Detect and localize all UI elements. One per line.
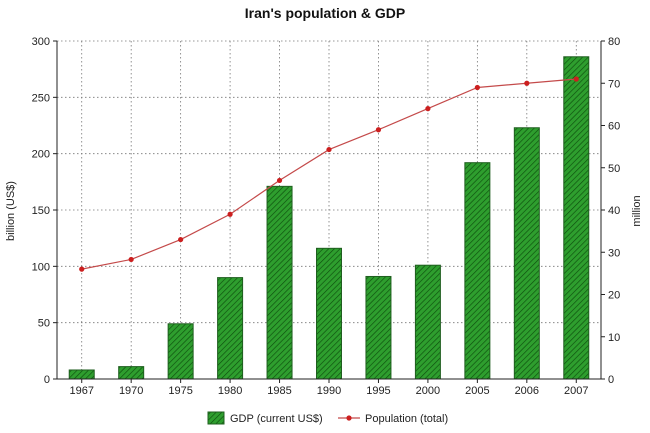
legend-label-gdp: GDP (current US$) (230, 413, 323, 425)
legend-label-population: Population (total) (365, 413, 448, 425)
x-tick-label: 2006 (515, 385, 539, 397)
y-axis-label-right: million (631, 195, 643, 226)
x-tick-label: 1975 (168, 385, 192, 397)
x-tick-label: 1970 (119, 385, 143, 397)
y-tick-label-right: 0 (608, 374, 614, 386)
population-point (375, 127, 382, 133)
population-point (178, 236, 184, 243)
bar (266, 185, 293, 380)
x-tick-label: 2007 (564, 385, 588, 397)
bar (316, 247, 342, 380)
x-tick-label: 1980 (218, 385, 242, 397)
x-tick-label: 1967 (69, 385, 93, 397)
y-tick-label-left: 250 (32, 92, 50, 104)
y-tick-label-right: 10 (608, 332, 620, 344)
bar (563, 56, 590, 380)
bar (513, 127, 540, 380)
y-tick-label-right: 30 (608, 247, 620, 259)
bars-layer (68, 56, 590, 380)
legend: GDP (current US$) Population (total) (207, 411, 448, 425)
population-point (326, 146, 332, 153)
y-tick-label-right: 70 (608, 78, 620, 90)
population-point (227, 211, 233, 217)
y-tick-label-left: 0 (44, 374, 50, 386)
y-tick-label-left: 100 (32, 261, 50, 273)
population-point (573, 76, 579, 82)
x-tick-label: 2005 (465, 385, 489, 397)
y-tick-label-left: 200 (32, 149, 50, 161)
population-point (524, 80, 530, 86)
x-tick-label: 1990 (317, 385, 341, 397)
x-tick-label: 1985 (267, 385, 291, 397)
legend-marker-population (346, 415, 352, 421)
line-layer (79, 76, 579, 272)
bar (365, 275, 392, 380)
legend-swatch-gdp (207, 411, 225, 425)
y-tick-label-left: 150 (32, 205, 50, 217)
population-point (474, 84, 480, 91)
population-point (425, 106, 431, 112)
population-point (128, 256, 134, 263)
x-tick-label: 2000 (416, 385, 440, 397)
bar (68, 369, 95, 380)
ticks-layer: 0 50 100 150 200 250 300 0 10 20 30 40 50 60 70 80 1967 1… (32, 36, 621, 397)
y-tick-label-right: 50 (608, 163, 620, 175)
y-tick-label-left: 300 (32, 36, 50, 48)
y-tick-label-right: 60 (608, 121, 620, 133)
y-tick-label-right: 40 (608, 205, 620, 217)
bar (217, 277, 244, 380)
population-point (79, 266, 85, 272)
y-tick-label-right: 80 (608, 36, 620, 48)
bar (414, 264, 441, 380)
bar (167, 323, 194, 380)
x-tick-label: 1995 (366, 385, 390, 397)
y-axis-label-left: billion (US$) (5, 181, 17, 241)
chart-title: Iran's population & GDP (245, 5, 405, 21)
bar (118, 366, 145, 380)
bar (464, 162, 491, 380)
y-tick-label-right: 20 (608, 290, 620, 302)
y-tick-label-left: 50 (38, 318, 50, 330)
population-point (276, 177, 283, 184)
